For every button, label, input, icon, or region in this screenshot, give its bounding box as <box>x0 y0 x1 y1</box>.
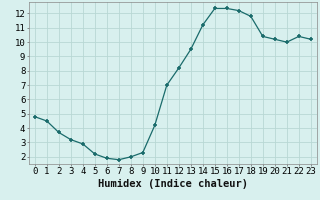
X-axis label: Humidex (Indice chaleur): Humidex (Indice chaleur) <box>98 179 248 189</box>
